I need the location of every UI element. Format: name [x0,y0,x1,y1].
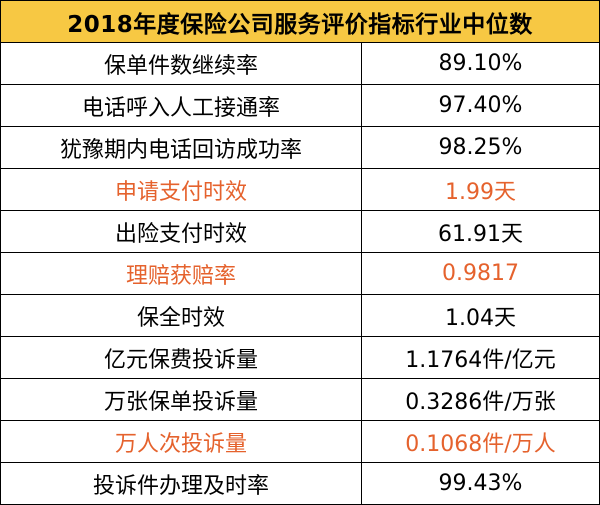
indicator-value: 0.9817 [442,261,519,286]
table-title: 2018年度保险公司服务评价指标行业中位数 [1,1,599,43]
indicator-value: 1.1764件/亿元 [405,347,556,373]
indicator-name: 万人次投诉量 [1,421,362,462]
indicator-value: 97.40% [438,93,523,118]
table-row: 万张保单投诉量 0.3286件/万张 [1,379,599,421]
table-row: 保单件数继续率 89.10% [1,43,599,85]
table-body: 保单件数继续率 89.10% 电话呼入人工接通率 97.40% 犹豫期内电话回访成功率 9… [1,43,599,504]
table-row: 亿元保费投诉量 1.1764件/亿元 [1,337,599,379]
indicator-name: 电话呼入人工接通率 [1,85,362,126]
indicator-name: 保单件数继续率 [1,43,362,84]
indicator-value: 1.04天 [445,305,516,331]
table-row: 出险支付时效 61.91天 [1,211,599,253]
table-row: 理赔获赔率 0.9817 [1,253,599,295]
table-row: 保全时效 1.04天 [1,295,599,337]
table-row: 投诉件办理及时率 99.43% [1,463,599,504]
indicator-name: 保全时效 [1,295,362,336]
indicator-name: 万张保单投诉量 [1,379,362,420]
indicator-value: 0.3286件/万张 [405,389,556,415]
indicator-name: 理赔获赔率 [1,253,362,294]
table-row: 犹豫期内电话回访成功率 98.25% [1,127,599,169]
indicator-value: 0.1068件/万人 [405,431,556,457]
indicator-value: 99.43% [438,471,523,496]
indicator-value: 89.10% [438,51,523,76]
table-row: 电话呼入人工接通率 97.40% [1,85,599,127]
indicator-name: 申请支付时效 [1,169,362,210]
indicator-value: 1.99天 [445,179,516,205]
table-row: 申请支付时效 1.99天 [1,169,599,211]
table-row: 万人次投诉量 0.1068件/万人 [1,421,599,463]
indicator-name: 亿元保费投诉量 [1,337,362,378]
indicator-value: 98.25% [438,135,523,160]
indicator-name: 出险支付时效 [1,211,362,252]
indicator-name: 犹豫期内电话回访成功率 [1,127,362,168]
indicator-name: 投诉件办理及时率 [1,463,362,504]
indicator-value: 61.91天 [438,221,523,247]
